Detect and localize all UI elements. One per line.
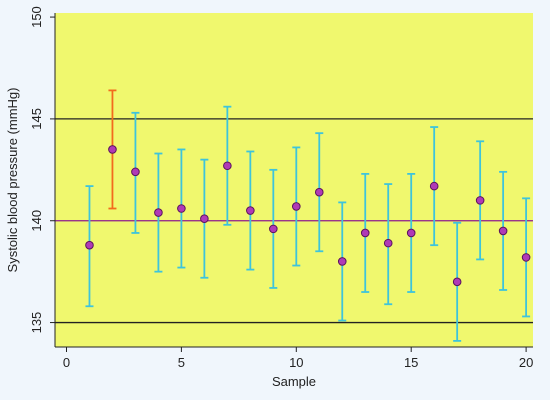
data-point-5	[177, 204, 186, 213]
x-tick-label-0: 0	[63, 355, 70, 370]
plot-area	[55, 13, 533, 347]
axes	[54, 13, 533, 348]
data-point-11	[314, 187, 324, 197]
x-tick-label-15: 15	[404, 355, 418, 370]
data-point-12	[337, 257, 347, 266]
x-tick-label-20: 20	[519, 355, 533, 370]
data-point-7	[223, 161, 232, 171]
x-tick-label-10: 10	[289, 355, 303, 370]
data-point-9	[269, 224, 278, 234]
data-point-20	[521, 253, 531, 262]
y-tick-label-150: 150	[29, 6, 44, 28]
data-point-15	[406, 228, 416, 238]
data-point-10	[291, 202, 301, 211]
data-point-3	[131, 167, 140, 177]
data-point-14	[383, 238, 393, 248]
data-point-4	[154, 208, 163, 217]
data-point-18	[475, 196, 485, 205]
data-point-2	[108, 145, 117, 154]
x-tick-label-5: 5	[178, 355, 185, 370]
ticks: 0 5 10 15 20 135 140 145 150	[29, 6, 533, 370]
x-axis-label: Sample	[272, 374, 316, 389]
y-axis-label: Systolic blood pressure (mmHg)	[5, 88, 20, 273]
y-tick-label-135: 135	[29, 312, 44, 334]
y-tick-label-145: 145	[29, 108, 44, 130]
data-point-19	[498, 226, 508, 236]
data-point-17	[452, 277, 462, 287]
data-point-8	[246, 206, 255, 215]
data-point-13	[360, 228, 370, 238]
data-points	[85, 145, 531, 287]
data-point-1	[85, 240, 94, 250]
data-point-6	[200, 214, 209, 223]
data-point-16	[429, 181, 439, 191]
y-tick-label-140: 140	[29, 210, 44, 232]
